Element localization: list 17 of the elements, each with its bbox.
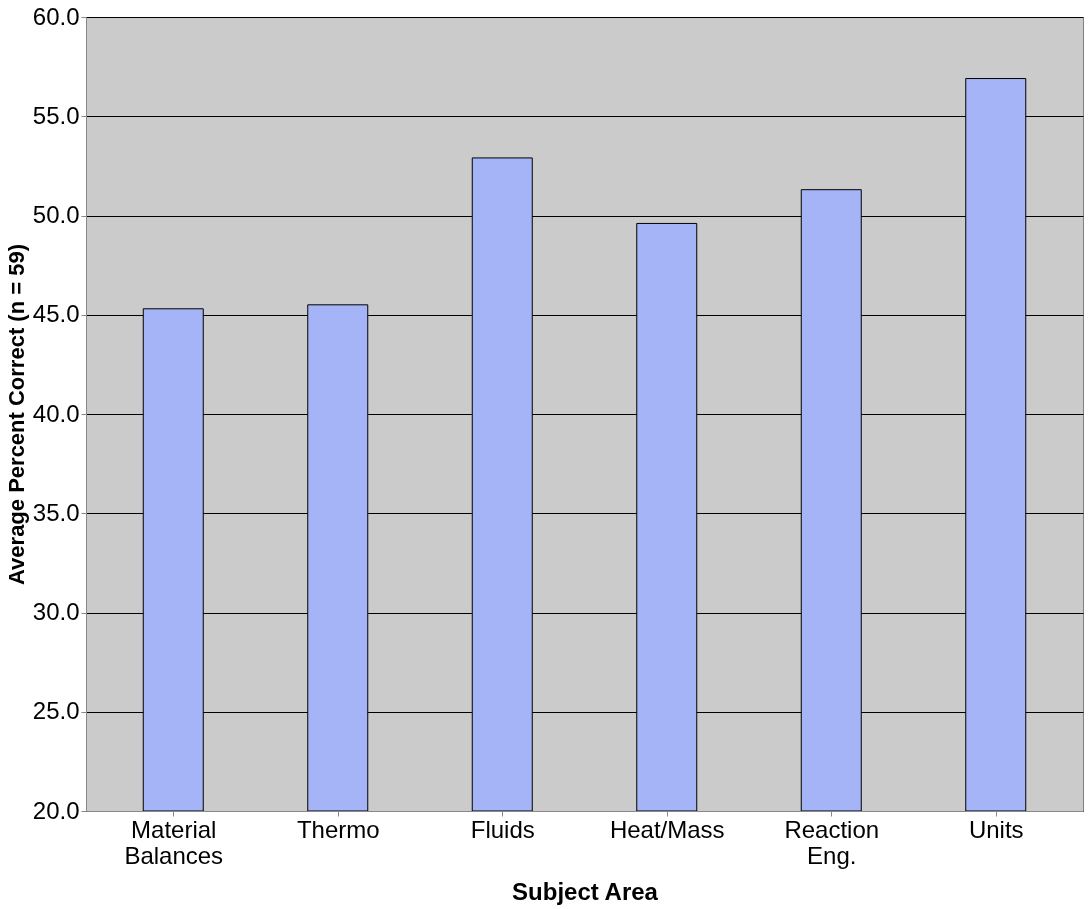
- x-tick-label: Fluids: [470, 815, 535, 843]
- x-tick-label: Reaction Eng.: [784, 815, 880, 869]
- x-tick-label: Material Balances: [124, 815, 224, 869]
- y-tick-label: 50.0: [32, 201, 80, 228]
- y-tick-label: 40.0: [32, 399, 80, 427]
- x-tick-label: Units: [968, 815, 1024, 843]
- y-tick-label: 20.0: [32, 796, 80, 824]
- y-tick-label: 25.0: [32, 697, 80, 725]
- y-axis-title: Average Percent Correct (n = 59): [3, 244, 29, 585]
- x-axis-title: Subject Area: [512, 877, 659, 905]
- x-tick-label: Heat/Mass: [609, 815, 725, 843]
- y-tick-label: 35.0: [32, 498, 80, 526]
- y-tick-label: 45.0: [32, 300, 80, 328]
- y-tick-label: 30.0: [32, 598, 80, 625]
- y-tick-label: 55.0: [32, 101, 80, 129]
- x-tick-label: Thermo: [296, 815, 380, 843]
- y-tick-label: 60.0: [32, 2, 80, 30]
